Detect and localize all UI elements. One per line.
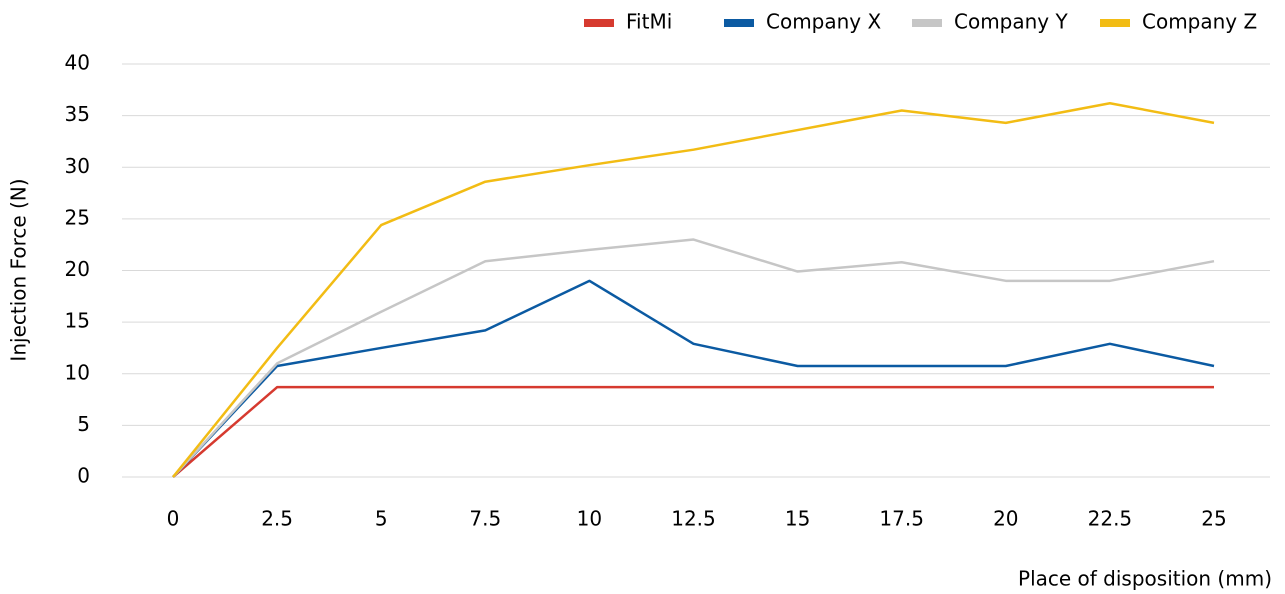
y-tick-label: 5 <box>77 412 90 436</box>
x-tick-label: 12.5 <box>671 507 716 531</box>
x-tick-label: 7.5 <box>469 507 501 531</box>
x-tick-label: 15 <box>785 507 810 531</box>
y-tick-label: 15 <box>65 309 90 333</box>
series-line <box>172 238 1215 478</box>
x-tick-label: 0 <box>167 507 180 531</box>
y-tick-label: 40 <box>65 51 90 75</box>
legend-label: Company X <box>766 10 882 34</box>
legend-swatch <box>1100 19 1130 27</box>
legend-label: Company Z <box>1142 10 1257 34</box>
x-tick-label: 10 <box>577 507 602 531</box>
y-tick-label: 35 <box>65 102 90 126</box>
x-tick-label: 25 <box>1201 507 1226 531</box>
x-tick-label: 17.5 <box>879 507 924 531</box>
x-tick-label: 22.5 <box>1088 507 1133 531</box>
y-tick-label: 10 <box>65 360 90 384</box>
y-tick-label: 0 <box>77 464 90 488</box>
legend-swatch <box>724 19 754 27</box>
y-tick-label: 25 <box>65 205 90 229</box>
x-tick-label: 2.5 <box>261 507 293 531</box>
y-tick-label: 30 <box>65 154 90 178</box>
legend-label: FitMi <box>626 10 672 34</box>
legend-label: Company Y <box>954 10 1069 34</box>
x-axis-label: Place of disposition (mm) <box>1018 567 1272 591</box>
series-line <box>172 385 1214 478</box>
y-axis-label: Injection Force (N) <box>7 178 31 361</box>
series-line <box>172 279 1215 478</box>
x-tick-label: 5 <box>375 507 388 531</box>
series-line <box>172 101 1215 478</box>
x-tick-label: 20 <box>993 507 1018 531</box>
y-tick-label: 20 <box>65 257 90 281</box>
legend-swatch <box>912 19 942 27</box>
legend-swatch <box>584 19 614 27</box>
